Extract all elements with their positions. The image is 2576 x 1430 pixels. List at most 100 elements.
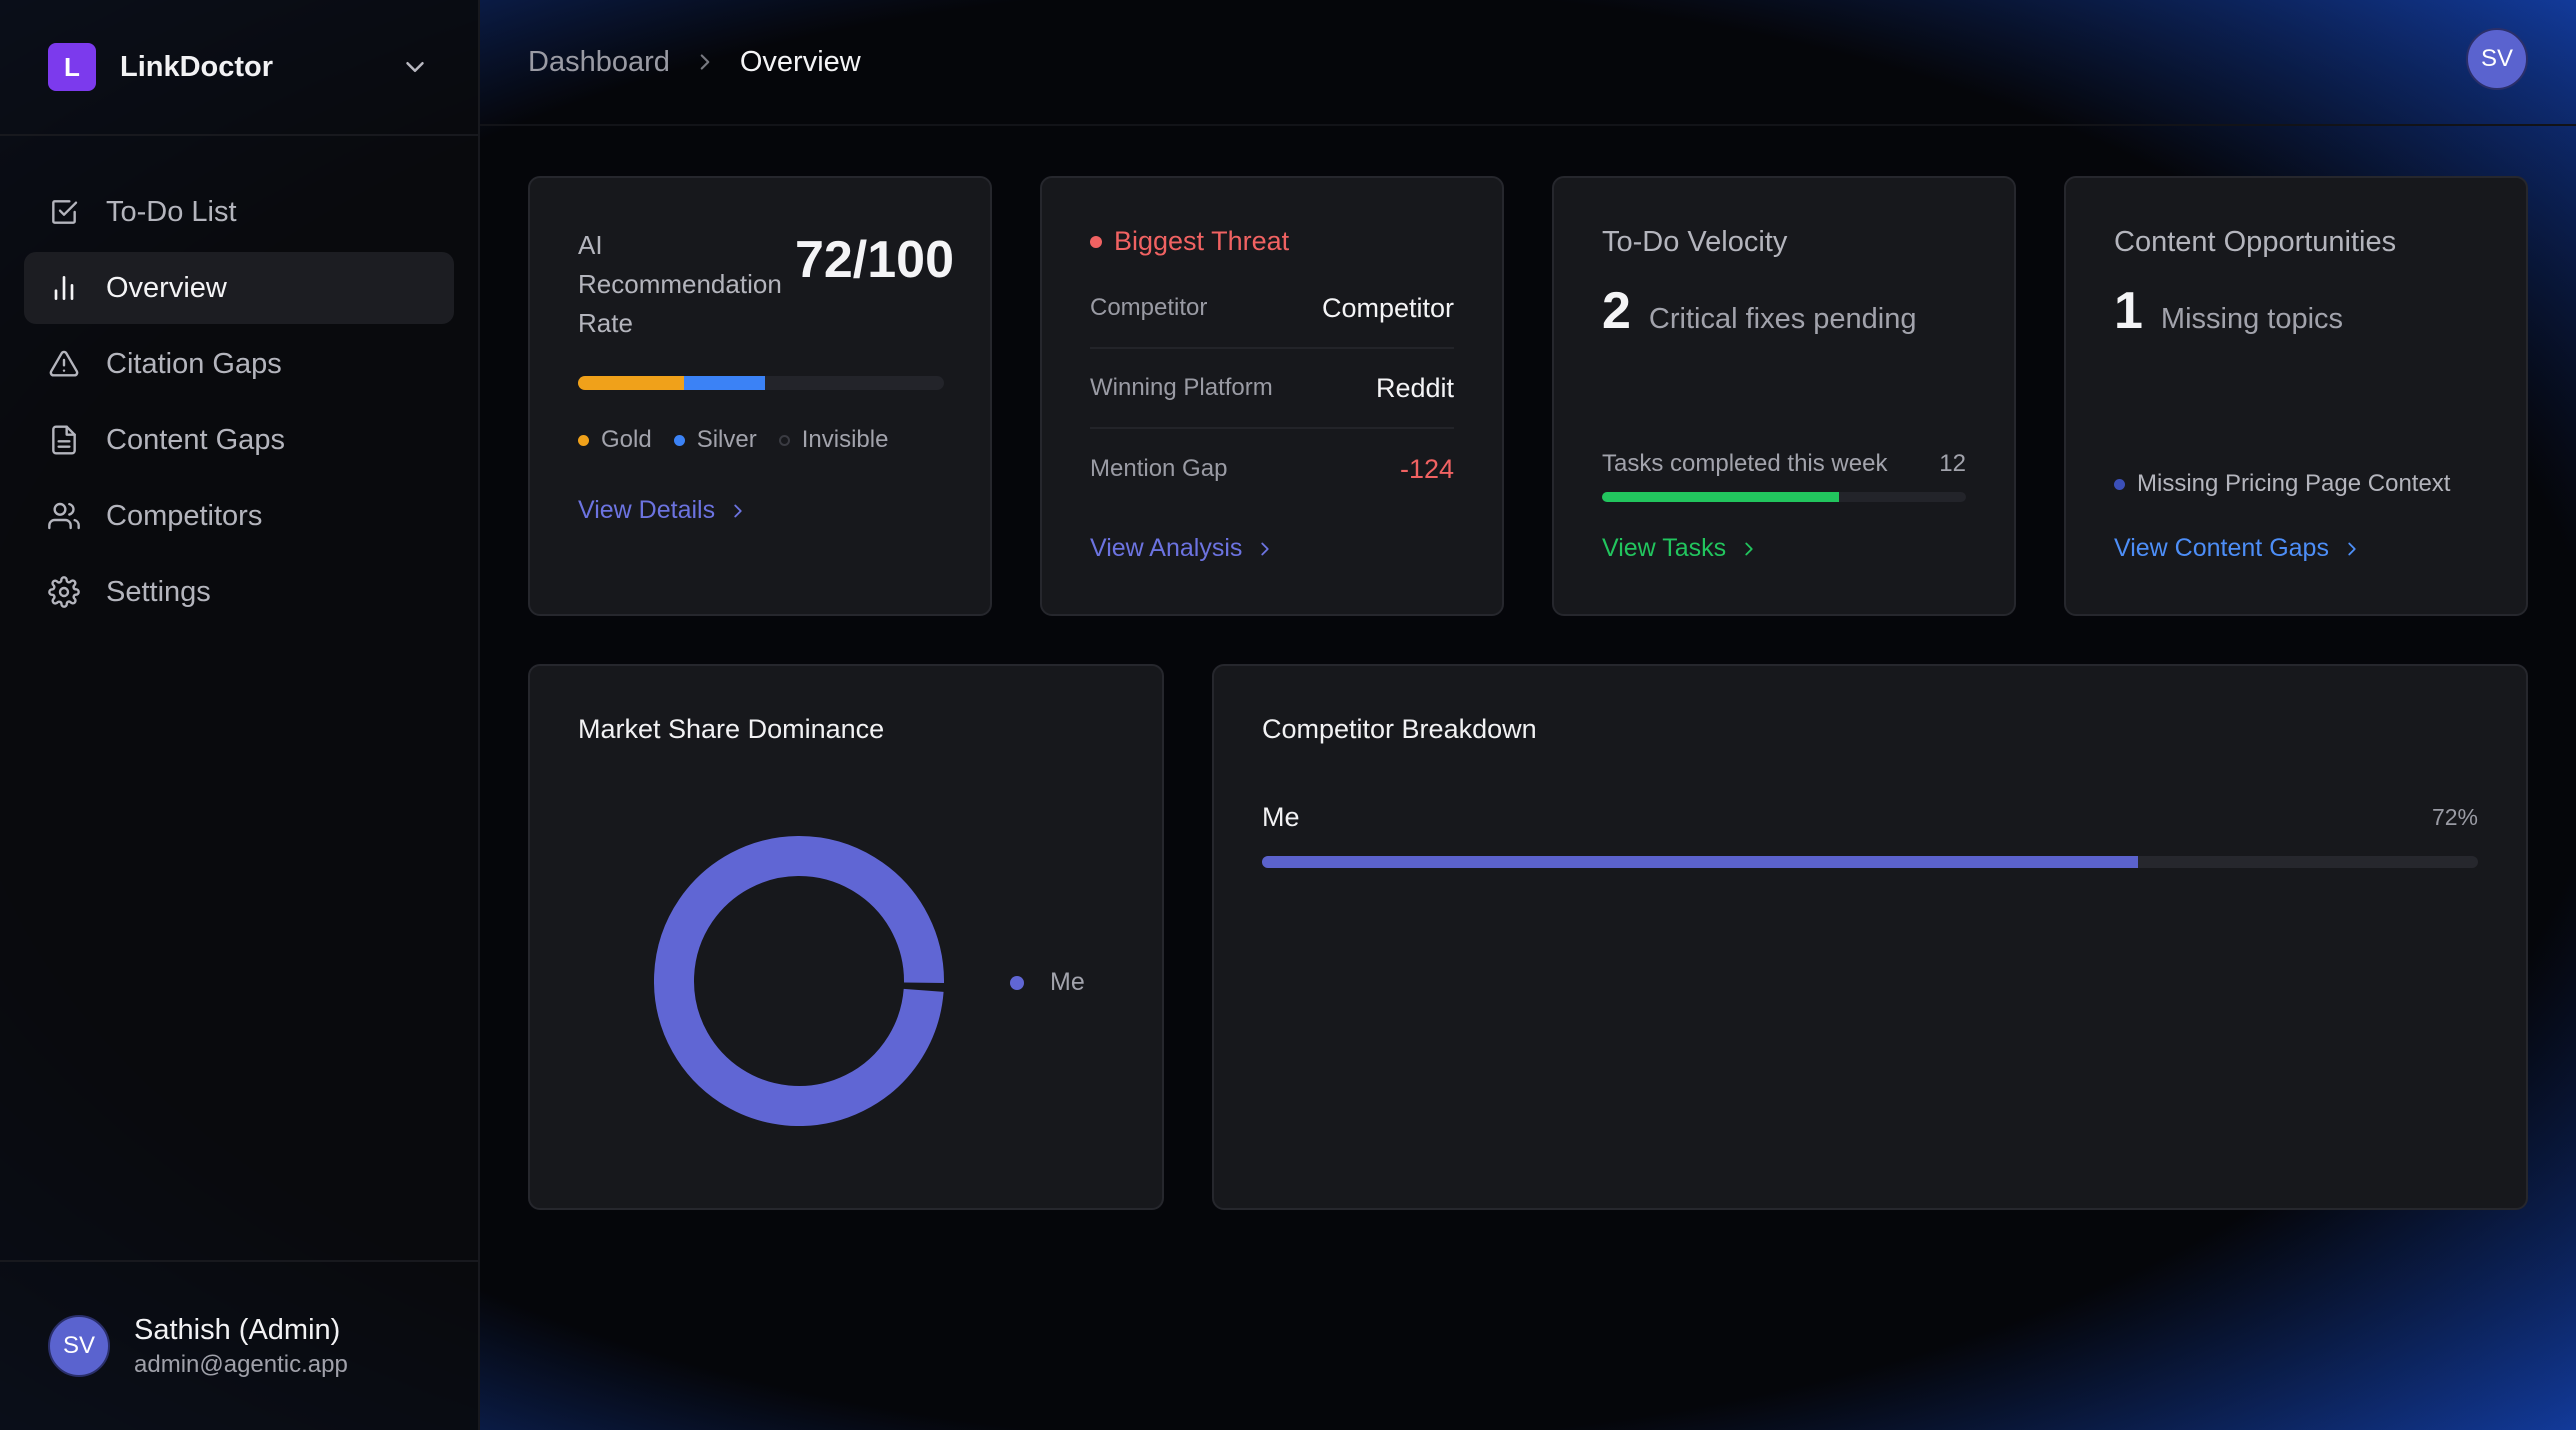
checkbox-icon bbox=[52, 200, 78, 224]
threat-rows: Competitor Competitor Winning Platform R… bbox=[1090, 269, 1454, 509]
bar-segment-silver bbox=[684, 376, 765, 390]
breadcrumb-dashboard[interactable]: Dashboard bbox=[528, 45, 670, 78]
card-title: Competitor Breakdown bbox=[1262, 714, 1537, 744]
score-value: 72/100 bbox=[794, 231, 954, 289]
link-label: View Tasks bbox=[1602, 534, 1727, 562]
sidebar-nav: To-Do List Overview Citation Gaps Conten… bbox=[0, 136, 478, 628]
view-tasks-link[interactable]: View Tasks bbox=[1602, 534, 1760, 563]
threat-row-mention-gap: Mention Gap -124 bbox=[1090, 429, 1454, 509]
legend-label: Invisible bbox=[801, 426, 889, 453]
card-title: AI Recommendation Rate bbox=[578, 230, 782, 338]
sidebar-item-label: Settings bbox=[106, 575, 211, 608]
tasks-completed-row: Tasks completed this week 12 bbox=[1602, 450, 1966, 478]
sidebar-item-label: Competitors bbox=[106, 499, 263, 532]
market-share-card: Market Share Dominance Me bbox=[528, 664, 1164, 1210]
content-opportunities-card: Content Opportunities 1 Missing topics M… bbox=[2064, 176, 2528, 616]
user-info: Sathish (Admin) admin@agentic.app bbox=[134, 1314, 348, 1379]
competitor-breakdown-card: Competitor Breakdown Me 72% bbox=[1212, 664, 2528, 1210]
bullet-dot-icon bbox=[2114, 478, 2125, 490]
bar-segment-gold bbox=[578, 376, 685, 390]
row-key: Winning Platform bbox=[1090, 374, 1273, 401]
sidebar: L LinkDoctor To-Do List Overview Citatio… bbox=[0, 0, 480, 1430]
sidebar-item-label: To-Do List bbox=[106, 195, 237, 228]
row-value: Reddit bbox=[1375, 372, 1454, 403]
bar-chart-icon bbox=[54, 276, 74, 300]
sidebar-item-content-gaps[interactable]: Content Gaps bbox=[24, 404, 454, 476]
topbar: Dashboard Overview SV bbox=[480, 0, 2576, 126]
gear-icon bbox=[48, 576, 80, 608]
chevron-right-icon bbox=[734, 504, 742, 517]
missing-count: 1 bbox=[2114, 282, 2143, 340]
biggest-threat-card: Biggest Threat Competitor Competitor Win… bbox=[1040, 176, 1504, 616]
tasks-label: Tasks completed this week bbox=[1602, 450, 1888, 477]
legend-invisible: Invisible bbox=[778, 426, 889, 454]
workspace-switcher[interactable]: L LinkDoctor bbox=[0, 0, 478, 136]
gold-dot-icon bbox=[578, 434, 589, 446]
alert-dot-icon bbox=[1090, 235, 1102, 248]
donut-slice-me bbox=[654, 836, 944, 1126]
card-title: Market Share Dominance bbox=[578, 714, 885, 744]
link-label: View Analysis bbox=[1090, 534, 1243, 562]
breadcrumb-current: Overview bbox=[739, 45, 861, 78]
list-item: Missing Pricing Page Context bbox=[2114, 470, 2450, 498]
avatar[interactable]: SV bbox=[2466, 28, 2528, 90]
legend-dot-icon bbox=[1010, 975, 1024, 990]
competitor-share-bar bbox=[1262, 856, 2478, 868]
warning-triangle-icon bbox=[49, 350, 79, 377]
sidebar-item-settings[interactable]: Settings bbox=[24, 556, 454, 628]
chevron-right-icon bbox=[1261, 542, 1270, 555]
brand-logo: L bbox=[48, 43, 96, 91]
row-key: Competitor bbox=[1090, 294, 1208, 321]
recommendation-bar bbox=[578, 376, 944, 390]
chevron-right-icon bbox=[1745, 542, 1753, 555]
link-label: View Details bbox=[578, 496, 716, 524]
view-analysis-link[interactable]: View Analysis bbox=[1090, 534, 1276, 563]
main-content: Dashboard Overview SV AI Recommendation … bbox=[480, 0, 2576, 1430]
opportunity-label: Missing Pricing Page Context bbox=[2137, 470, 2451, 497]
view-details-link[interactable]: View Details bbox=[578, 496, 749, 525]
legend-gold: Gold bbox=[578, 426, 652, 454]
recommendation-legend: Gold Silver Invisible bbox=[578, 426, 888, 454]
legend-label: Me bbox=[1050, 968, 1085, 996]
sidebar-item-competitors[interactable]: Competitors bbox=[24, 480, 454, 552]
document-icon bbox=[52, 425, 76, 455]
legend-label: Silver bbox=[696, 426, 757, 453]
ai-recommendation-card: AI Recommendation Rate 72/100 Gold Silve… bbox=[528, 176, 992, 616]
avatar: SV bbox=[48, 1315, 110, 1377]
pending-count: 2 bbox=[1602, 282, 1631, 340]
legend-silver: Silver bbox=[673, 426, 757, 454]
competitor-name: Me bbox=[1262, 802, 1300, 832]
tasks-value: 12 bbox=[1939, 450, 1966, 477]
user-profile[interactable]: SV Sathish (Admin) admin@agentic.app bbox=[0, 1260, 478, 1430]
market-share-donut bbox=[654, 836, 944, 1126]
sidebar-item-citation-gaps[interactable]: Citation Gaps bbox=[24, 328, 454, 400]
sidebar-item-label: Overview bbox=[106, 271, 227, 304]
view-content-gaps-link[interactable]: View Content Gaps bbox=[2114, 534, 2363, 563]
user-name: Sathish (Admin) bbox=[134, 1313, 341, 1346]
link-label: View Content Gaps bbox=[2114, 534, 2329, 562]
pending-label: Critical fixes pending bbox=[1648, 303, 1917, 335]
users-icon bbox=[48, 502, 80, 530]
silver-dot-icon bbox=[673, 434, 685, 446]
card-title: Content Opportunities bbox=[2114, 226, 2397, 258]
sidebar-item-label: Citation Gaps bbox=[106, 347, 282, 380]
row-key: Mention Gap bbox=[1090, 455, 1228, 482]
chevron-down-icon[interactable] bbox=[400, 52, 430, 82]
sidebar-item-todo-list[interactable]: To-Do List bbox=[24, 176, 454, 248]
threat-row-competitor: Competitor Competitor bbox=[1090, 269, 1454, 349]
legend-label: Gold bbox=[601, 426, 652, 453]
chevron-right-icon bbox=[2348, 542, 2356, 555]
invisible-dot-icon bbox=[778, 434, 790, 446]
missing-label: Missing topics bbox=[2160, 303, 2344, 335]
threat-title: Biggest Threat bbox=[1090, 226, 1454, 257]
row-value: -124 bbox=[1399, 453, 1454, 484]
missing-summary: 1 Missing topics bbox=[2114, 281, 2478, 341]
breadcrumb: Dashboard Overview bbox=[528, 46, 861, 79]
brand-name: LinkDoctor bbox=[120, 50, 274, 83]
chevron-right-icon bbox=[700, 54, 710, 70]
competitor-percent: 72% bbox=[2431, 804, 2478, 830]
tasks-progress-bar bbox=[1602, 492, 1966, 502]
sidebar-item-overview[interactable]: Overview bbox=[24, 252, 454, 324]
threat-row-platform: Winning Platform Reddit bbox=[1090, 349, 1454, 429]
